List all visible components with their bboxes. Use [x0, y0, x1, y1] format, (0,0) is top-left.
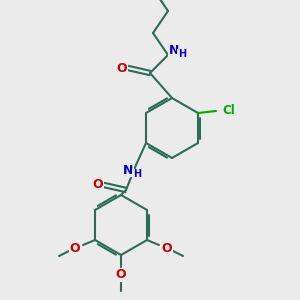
Text: O: O — [116, 268, 126, 281]
Text: O: O — [117, 61, 127, 74]
Text: N: N — [169, 44, 179, 58]
Text: H: H — [133, 169, 141, 179]
Text: Cl: Cl — [223, 104, 236, 118]
Text: H: H — [178, 49, 186, 59]
Text: O: O — [93, 178, 103, 191]
Text: N: N — [123, 164, 133, 176]
Text: O: O — [70, 242, 80, 254]
Text: O: O — [162, 242, 172, 254]
